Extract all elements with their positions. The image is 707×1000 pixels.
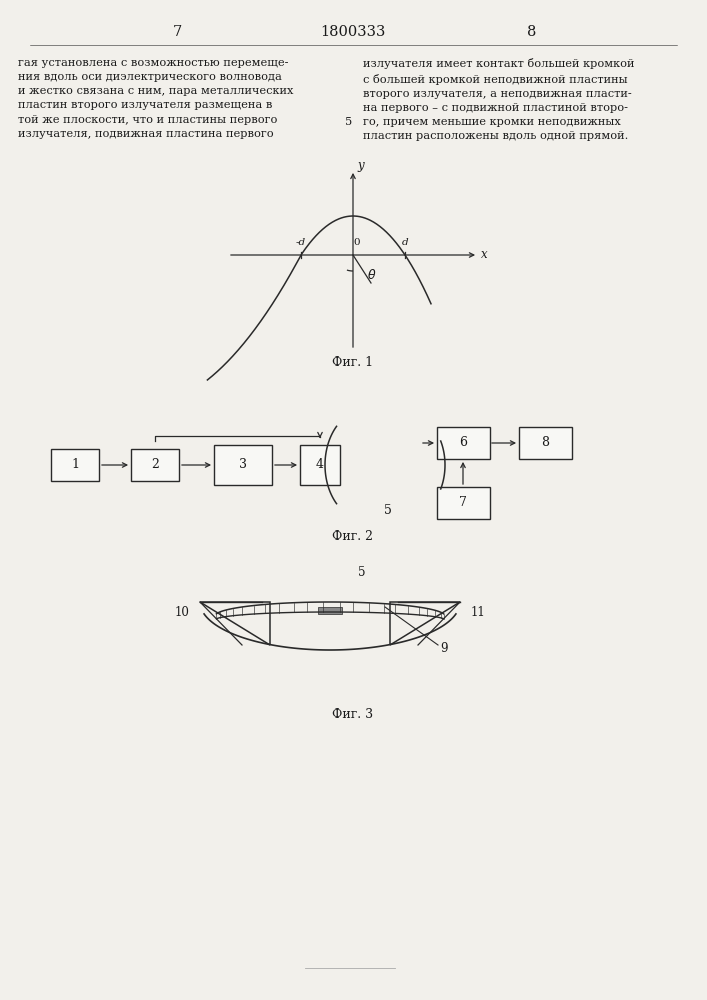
Text: Фиг. 3: Фиг. 3 [332, 708, 373, 722]
Text: 1800333: 1800333 [320, 25, 386, 39]
Text: 5: 5 [384, 504, 392, 516]
Bar [318, 607, 342, 614]
Bar [436, 427, 489, 459]
Text: Фиг. 2: Фиг. 2 [332, 530, 373, 544]
Text: 1: 1 [71, 458, 79, 472]
Text: 4: 4 [316, 458, 324, 472]
Bar [300, 445, 340, 485]
Bar [436, 487, 489, 519]
Text: $\theta$: $\theta$ [367, 268, 376, 282]
Text: 9: 9 [440, 642, 448, 654]
Text: 2: 2 [151, 458, 159, 472]
Text: 6: 6 [459, 436, 467, 450]
Bar [51, 449, 99, 481]
Text: излучателя имеет контакт большей кромкой
с большей кромкой неподвижной пластины
: излучателя имеет контакт большей кромкой… [363, 58, 634, 141]
Text: 5: 5 [358, 566, 366, 578]
Text: 8: 8 [527, 25, 537, 39]
Text: 8: 8 [541, 436, 549, 450]
Bar [214, 445, 272, 485]
Text: x: x [481, 247, 488, 260]
Text: d: d [402, 238, 409, 247]
Text: гая установлена с возможностью перемеще-
ния вдоль оси диэлектрического волновод: гая установлена с возможностью перемеще-… [18, 58, 293, 139]
Bar [131, 449, 179, 481]
Text: Фиг. 1: Фиг. 1 [332, 357, 373, 369]
Text: 11: 11 [471, 605, 486, 618]
Text: -d: -d [296, 238, 306, 247]
Bar [518, 427, 571, 459]
Text: 7: 7 [459, 496, 467, 510]
Text: y: y [357, 159, 363, 172]
Text: 0: 0 [354, 238, 361, 247]
Text: 5: 5 [345, 117, 352, 127]
Text: 10: 10 [175, 605, 189, 618]
Text: 7: 7 [173, 25, 182, 39]
Text: 3: 3 [239, 458, 247, 472]
